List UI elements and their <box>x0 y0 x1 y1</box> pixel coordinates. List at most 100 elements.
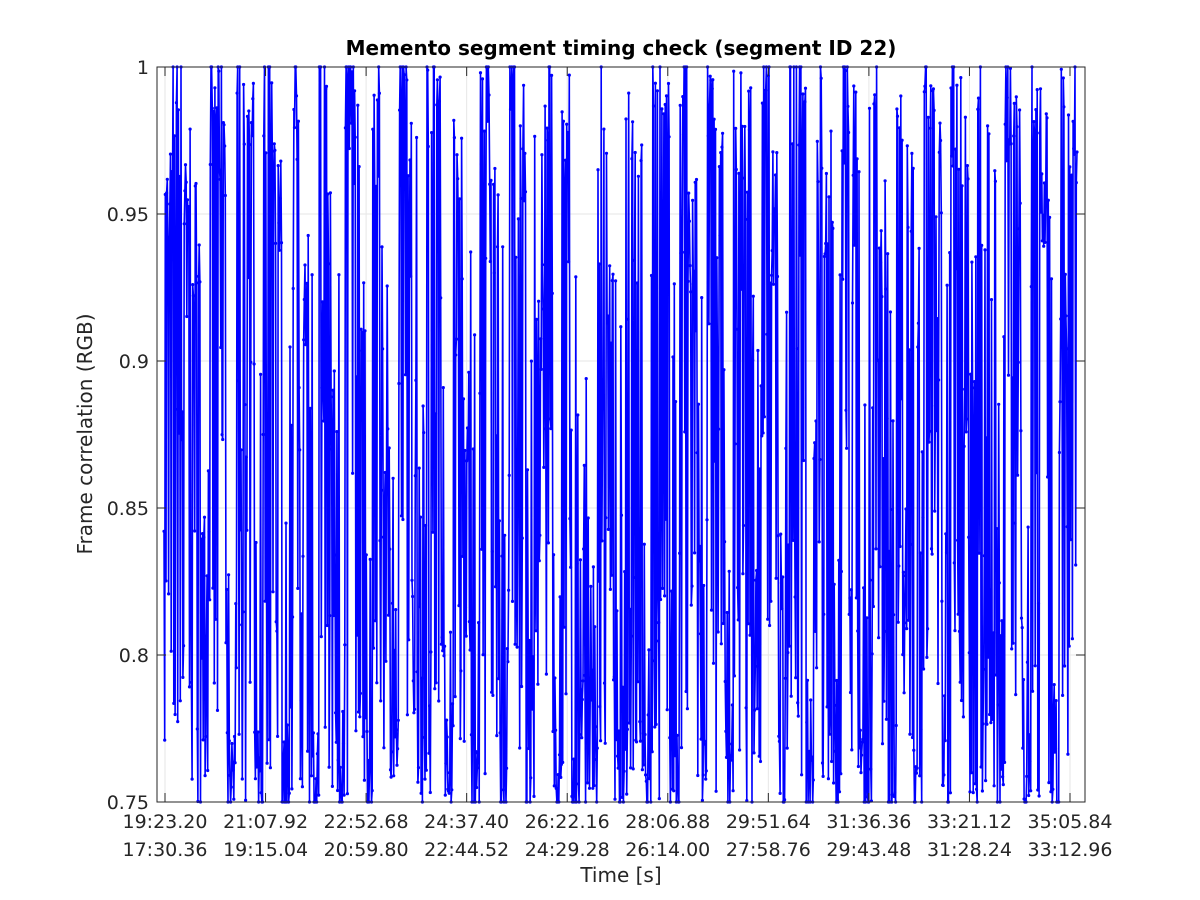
data-point <box>901 653 905 657</box>
data-point <box>897 126 902 130</box>
data-point <box>187 685 192 689</box>
data-point <box>430 329 434 333</box>
data-point <box>253 777 257 781</box>
data-point <box>992 784 996 788</box>
data-point <box>222 123 226 127</box>
data-point <box>566 130 570 135</box>
data-point <box>447 791 451 795</box>
data-point <box>858 728 862 732</box>
data-point <box>569 428 573 432</box>
data-point <box>476 751 480 755</box>
data-point <box>392 774 396 778</box>
data-point <box>236 379 240 383</box>
data-point <box>1053 747 1058 751</box>
data-point <box>451 724 455 728</box>
data-point <box>1042 181 1046 185</box>
data-point <box>416 780 420 784</box>
data-point <box>203 774 207 778</box>
data-point <box>183 189 187 193</box>
data-point <box>1026 525 1030 529</box>
data-point <box>730 742 734 746</box>
x-tick-label-top-row: 33:21.12 <box>927 811 1012 833</box>
data-point <box>166 235 170 239</box>
data-point <box>724 729 728 734</box>
data-point <box>364 716 368 720</box>
data-point <box>202 515 207 519</box>
data-point <box>346 77 350 82</box>
data-point <box>760 101 765 105</box>
data-point <box>365 729 369 734</box>
data-point <box>317 793 321 797</box>
data-point <box>695 451 699 455</box>
data-point <box>689 603 693 607</box>
data-point <box>1031 689 1035 693</box>
data-point <box>403 141 407 145</box>
data-point <box>1062 105 1066 109</box>
data-point <box>713 459 717 463</box>
data-point <box>188 127 192 131</box>
data-point <box>1070 637 1074 641</box>
data-point <box>453 695 457 699</box>
data-point <box>995 527 999 531</box>
data-point <box>461 554 465 559</box>
data-point <box>270 81 274 85</box>
data-point <box>709 608 714 612</box>
data-point <box>167 592 171 596</box>
data-point <box>771 150 775 154</box>
data-point <box>177 431 181 435</box>
data-point <box>370 789 374 793</box>
data-point <box>441 649 445 653</box>
data-point <box>1043 240 1047 244</box>
data-point <box>496 193 500 197</box>
data-point <box>807 749 812 753</box>
data-point <box>1038 131 1042 135</box>
data-point <box>489 178 493 182</box>
data-point <box>297 386 301 390</box>
data-point <box>919 727 923 732</box>
data-point <box>1011 641 1015 645</box>
data-point <box>652 659 656 663</box>
data-point <box>783 676 787 680</box>
data-point <box>497 677 501 681</box>
data-point <box>779 581 784 585</box>
data-point <box>327 765 331 769</box>
data-point <box>467 370 471 374</box>
data-point <box>168 152 173 156</box>
data-point <box>631 120 635 124</box>
data-point <box>672 789 676 793</box>
data-point <box>165 177 169 181</box>
data-point <box>468 648 472 652</box>
data-point <box>877 636 881 640</box>
data-point <box>478 71 483 75</box>
data-point <box>683 430 687 434</box>
data-point <box>559 775 563 780</box>
data-point <box>747 128 752 132</box>
data-point <box>619 513 624 517</box>
data-point <box>823 252 827 256</box>
data-point <box>251 81 255 85</box>
data-point <box>224 641 228 645</box>
data-point <box>626 317 630 321</box>
data-point <box>328 614 332 618</box>
data-point <box>552 784 556 788</box>
data-point <box>1060 309 1064 313</box>
data-point <box>338 765 342 769</box>
data-point <box>948 251 952 255</box>
data-point <box>845 446 849 450</box>
data-point <box>567 260 571 264</box>
data-point <box>986 124 990 128</box>
data-point <box>223 193 227 198</box>
data-point <box>756 551 761 556</box>
data-point <box>241 610 245 614</box>
data-point <box>569 565 573 569</box>
data-point <box>957 629 962 634</box>
data-point <box>742 176 746 180</box>
data-point <box>492 182 496 186</box>
data-point <box>589 584 593 589</box>
data-point <box>262 134 266 138</box>
data-point <box>796 701 800 705</box>
data-point <box>700 798 705 802</box>
data-point <box>661 349 665 353</box>
data-point <box>311 754 315 758</box>
data-point <box>687 191 691 195</box>
